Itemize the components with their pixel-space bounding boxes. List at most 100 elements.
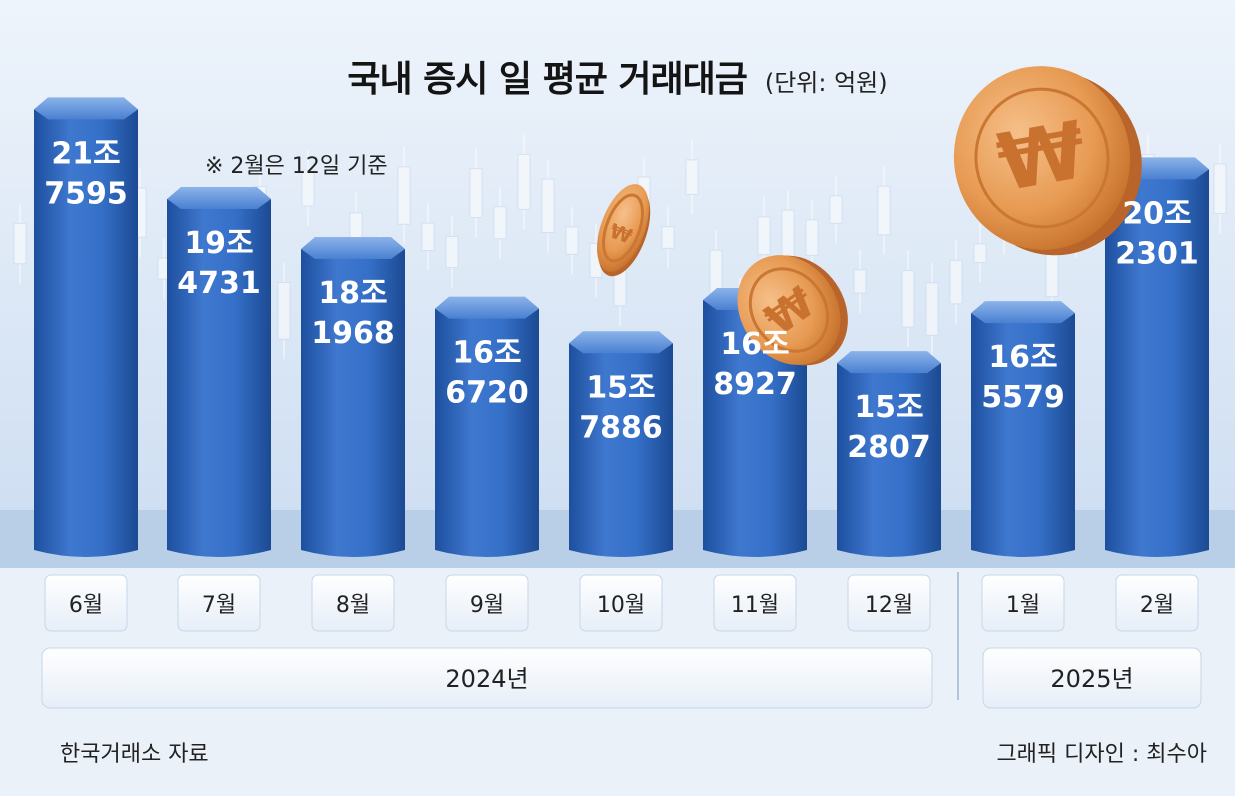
bar-value-line-jo: 20조 — [1122, 196, 1191, 231]
bar-value-line-jo: 16조 — [988, 340, 1057, 375]
source-label: 한국거래소 자료 — [60, 742, 209, 767]
bar-value-label: 21조 7595 — [44, 136, 128, 211]
bar — [34, 97, 138, 557]
bar-body — [435, 308, 539, 557]
month-label: 9월 — [470, 593, 504, 618]
candle-body — [877, 185, 891, 236]
month-label: 6월 — [69, 593, 103, 618]
bar-body — [569, 343, 673, 557]
month-label-box — [1115, 574, 1199, 632]
candle-body — [901, 269, 915, 328]
bar-cap — [167, 186, 271, 209]
bar-body — [703, 300, 807, 557]
month-label-box — [445, 574, 529, 632]
candle-body — [925, 282, 939, 336]
year-label-box — [982, 647, 1202, 709]
candle-body — [1045, 248, 1059, 298]
footnote: ※ 2월은 12일 기준 — [205, 154, 388, 179]
bar-cap — [435, 296, 539, 319]
bar-cap — [569, 331, 673, 354]
bar-value-label: 19조 4731 — [177, 226, 261, 301]
candle-body — [13, 222, 27, 265]
bar-value-label: 18조 1968 — [311, 276, 395, 351]
coin-ring — [748, 267, 830, 353]
bar-body — [971, 313, 1075, 557]
year-labels-group: 2024년 2025년 — [41, 647, 1202, 709]
chart-title-block: 국내 증시 일 평균 거래대금 (단위: 억원) — [0, 50, 1235, 102]
candle-body — [397, 166, 411, 225]
month-label-box — [981, 574, 1065, 632]
bar-value-line-eok: 2807 — [847, 430, 931, 465]
month-label-box — [177, 574, 261, 632]
bar-value-line-eok: 8927 — [713, 367, 797, 402]
bar-value-label: 20조 2301 — [1115, 196, 1199, 271]
bar-value-line-jo: 15조 — [586, 370, 655, 405]
bar — [837, 351, 941, 557]
bar-value-line-eok: 2301 — [1115, 236, 1199, 271]
bar-body — [301, 248, 405, 557]
month-label: 2월 — [1140, 593, 1174, 618]
bar-cap — [301, 236, 405, 259]
year-label: 2025년 — [1050, 665, 1133, 693]
coin-face — [953, 66, 1131, 250]
bar-value-line-eok: 5579 — [981, 380, 1065, 415]
decorative-coins: ₩ ₩ ₩ — [597, 66, 1142, 366]
candle-body — [517, 153, 531, 210]
bar-labels-group: 21조 7595 19조 4731 18조 1968 16조 6720 15조 7886 16조 89… — [44, 136, 1199, 465]
bar-value-line-eok: 7886 — [579, 410, 663, 445]
unit-label: (단위: 억원) — [764, 69, 888, 97]
month-labels-group: 6월 7월 8월 9월 10월 11월 12월 1월 2월 — [44, 574, 1199, 632]
bar-body — [1105, 169, 1209, 557]
month-label-box — [713, 574, 797, 632]
month-label-box — [847, 574, 931, 632]
month-label: 8월 — [336, 593, 370, 618]
bar-cap — [837, 351, 941, 374]
chart-title: 국내 증시 일 평균 거래대금 — [347, 59, 747, 100]
candle-body — [685, 159, 699, 195]
bar-value-line-jo: 16조 — [452, 336, 521, 371]
coin-ring — [602, 193, 644, 263]
month-label-box — [579, 574, 663, 632]
candle-body — [445, 235, 459, 269]
month-label: 10월 — [597, 593, 645, 618]
candle-body — [805, 219, 819, 256]
candle-body — [757, 216, 771, 256]
bar-cap — [971, 301, 1075, 324]
coin-icon: ₩ — [737, 255, 848, 366]
credit-label: 그래픽 디자인 : 최수아 — [996, 742, 1207, 767]
bar-cap — [34, 97, 138, 120]
year-label: 2024년 — [445, 665, 528, 693]
bar — [971, 301, 1075, 557]
bars-group — [34, 97, 1209, 557]
candle-body — [829, 195, 843, 224]
candle-body — [421, 222, 435, 251]
bar — [435, 296, 539, 557]
bar-value-line-jo: 21조 — [51, 136, 120, 171]
bar-value-label: 16조 8927 — [713, 327, 797, 402]
bar-value-line-eok: 1968 — [311, 316, 395, 351]
month-label: 12월 — [865, 593, 913, 618]
month-label: 7월 — [202, 593, 236, 618]
won-symbol-icon: ₩ — [991, 104, 1093, 210]
year-label-box — [41, 647, 933, 709]
bar-value-line-jo: 16조 — [720, 327, 789, 362]
candle-body — [469, 168, 483, 218]
candle-body — [709, 249, 723, 295]
candle-body — [781, 209, 795, 263]
bar-value-line-eok: 7595 — [44, 176, 128, 211]
bar — [569, 331, 673, 557]
candle-body — [493, 206, 507, 240]
candle-body — [853, 269, 867, 294]
bar — [301, 236, 405, 557]
bar-value-line-jo: 15조 — [854, 390, 923, 425]
bar-value-line-eok: 6720 — [445, 376, 529, 411]
bar-value-label: 16조 5579 — [981, 340, 1065, 415]
month-label-box — [44, 574, 128, 632]
bar-value-label: 16조 6720 — [445, 336, 529, 411]
month-label: 1월 — [1006, 593, 1040, 618]
coin-ring — [974, 87, 1110, 229]
bar-value-label: 15조 7886 — [579, 370, 663, 445]
candle-body — [277, 281, 291, 340]
candle-body — [541, 178, 555, 233]
